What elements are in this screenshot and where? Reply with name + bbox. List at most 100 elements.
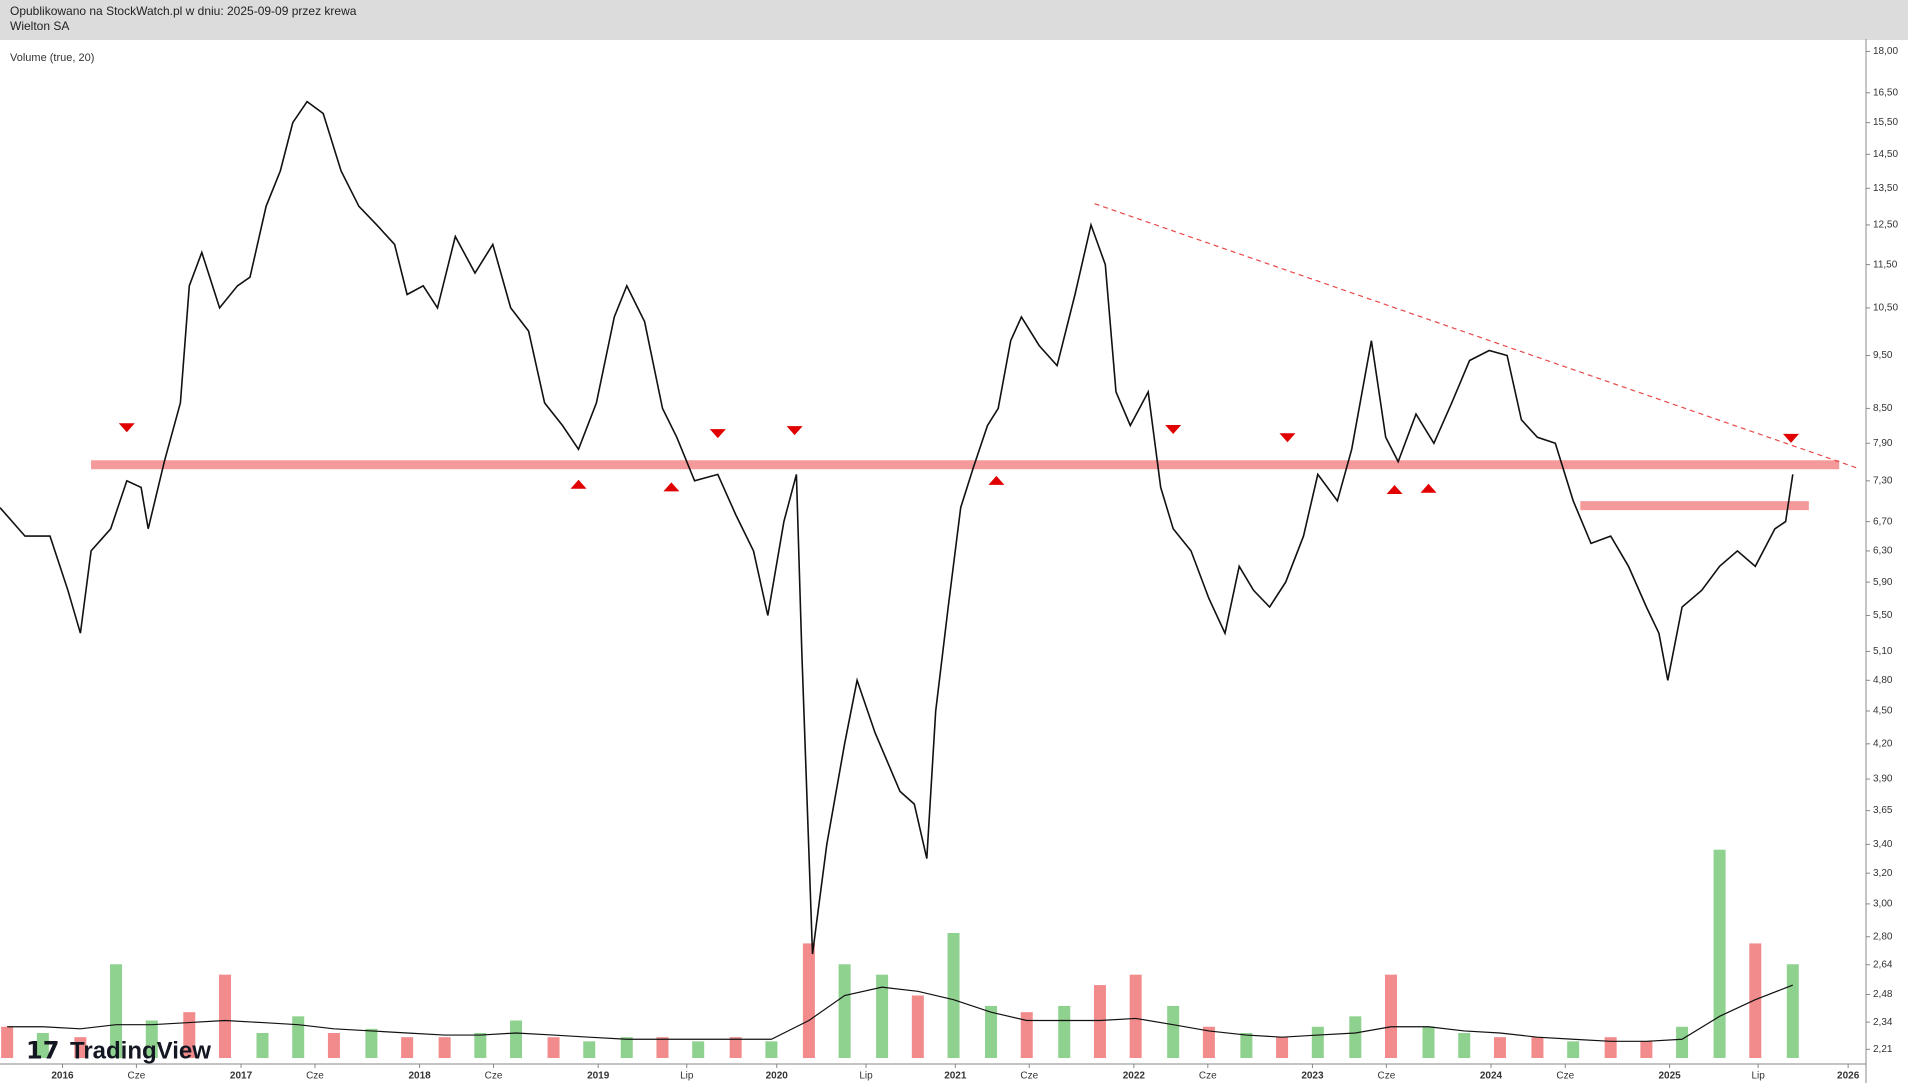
- y-tick-label: 10,50: [1873, 303, 1898, 314]
- x-tick-label: 2025: [1658, 1071, 1681, 1082]
- y-tick-label: 4,80: [1873, 675, 1893, 686]
- volume-bar: [1493, 1037, 1506, 1058]
- marker-down: [118, 423, 135, 433]
- y-tick-label: 3,65: [1873, 805, 1893, 816]
- volume-bar: [327, 1033, 340, 1058]
- volume-bar: [583, 1041, 596, 1058]
- y-tick-label: 4,20: [1873, 738, 1893, 749]
- marker-up: [1420, 483, 1437, 493]
- marker-up: [663, 482, 680, 492]
- volume-bar: [1458, 1033, 1471, 1058]
- y-tick-label: 9,50: [1873, 350, 1893, 361]
- x-tick-label: 2021: [944, 1071, 967, 1082]
- x-tick-label: 2026: [1837, 1071, 1860, 1082]
- volume-bar: [183, 1012, 196, 1058]
- marker-down: [1783, 433, 1800, 443]
- volume-bar: [1567, 1041, 1580, 1058]
- volume-bar: [438, 1037, 451, 1058]
- y-tick-label: 13,50: [1873, 183, 1898, 194]
- volume-bar: [1276, 1037, 1289, 1058]
- volume-bar: [1093, 985, 1106, 1058]
- volume-bar: [1167, 1005, 1180, 1058]
- x-tick-label: Cze: [306, 1071, 324, 1082]
- y-tick-label: 2,21: [1873, 1044, 1893, 1055]
- y-tick-label: 2,34: [1873, 1017, 1893, 1028]
- y-tick-label: 3,20: [1873, 868, 1893, 879]
- volume-bar: [1676, 1026, 1689, 1058]
- header: Opublikowano na StockWatch.pl w dniu: 20…: [0, 0, 1908, 40]
- y-tick-label: 4,50: [1873, 706, 1893, 717]
- marker-down: [1279, 433, 1296, 443]
- logo-mark: 𝟭𝟳: [26, 1037, 59, 1064]
- logo-text: TradingView: [70, 1037, 211, 1064]
- volume-bar: [620, 1037, 633, 1058]
- volume-bar: [110, 964, 123, 1058]
- y-tick-label: 18,00: [1873, 46, 1898, 57]
- volume-bar: [1058, 1005, 1071, 1058]
- volume-bar: [947, 933, 960, 1058]
- volume-bar: [401, 1037, 414, 1058]
- volume-bar: [474, 1033, 487, 1058]
- volume-bar: [1385, 974, 1398, 1058]
- y-tick-label: 5,10: [1873, 646, 1893, 657]
- volume-bar: [36, 1033, 49, 1058]
- volume-bar: [802, 943, 815, 1058]
- y-tick-label: 3,00: [1873, 899, 1893, 910]
- x-tick-label: Lip: [680, 1071, 694, 1082]
- volume-bar: [1202, 1026, 1215, 1058]
- volume-bar: [256, 1033, 269, 1058]
- marker-down: [786, 426, 803, 436]
- volume-bar: [1240, 1033, 1253, 1058]
- volume-label: Volume (true, 20): [10, 52, 94, 64]
- marker-up: [1386, 485, 1403, 495]
- y-tick-label: 3,90: [1873, 774, 1893, 785]
- logo: 𝟭𝟳 TradingView: [26, 1037, 211, 1064]
- volume-bar: [1604, 1037, 1617, 1058]
- volume-bar: [510, 1020, 523, 1058]
- marker-up: [988, 475, 1005, 485]
- y-tick-label: 3,40: [1873, 839, 1893, 850]
- y-tick-label: 14,50: [1873, 149, 1898, 160]
- x-tick-label: Lip: [1751, 1071, 1765, 1082]
- x-tick-label: 2020: [766, 1071, 789, 1082]
- y-tick-label: 7,30: [1873, 475, 1893, 486]
- y-tick-label: 5,90: [1873, 577, 1893, 588]
- volume-bar: [1422, 1026, 1435, 1058]
- trend-line: [1094, 203, 1858, 469]
- y-tick-label: 12,50: [1873, 220, 1898, 231]
- x-tick-label: Cze: [485, 1071, 503, 1082]
- marker-down: [1165, 425, 1182, 435]
- volume-bar: [765, 1041, 778, 1058]
- volume-bar: [1129, 974, 1142, 1058]
- y-tick-label: 7,90: [1873, 438, 1893, 449]
- volume-bar: [145, 1020, 158, 1058]
- y-tick-label: 11,50: [1873, 259, 1898, 270]
- x-tick-label: 2023: [1301, 1071, 1324, 1082]
- y-tick-label: 16,50: [1873, 87, 1898, 98]
- volume-bar: [1640, 1041, 1653, 1058]
- volume-bar: [729, 1037, 742, 1058]
- x-tick-label: Cze: [1377, 1071, 1395, 1082]
- y-tick-label: 6,70: [1873, 516, 1893, 527]
- volume-bar: [1531, 1037, 1544, 1058]
- volume-bar: [218, 974, 231, 1058]
- x-tick-label: 2019: [587, 1071, 610, 1082]
- volume-bar: [547, 1037, 560, 1058]
- volume-bar: [1, 1026, 14, 1058]
- y-tick-label: 6,30: [1873, 546, 1893, 557]
- volume-bar: [1349, 1016, 1362, 1058]
- x-tick-label: Cze: [128, 1071, 146, 1082]
- volume-bar: [911, 995, 924, 1058]
- x-tick-label: Cze: [1199, 1071, 1217, 1082]
- x-tick-label: Cze: [1020, 1071, 1038, 1082]
- x-tick-label: 2016: [51, 1071, 74, 1082]
- x-tick-label: 2017: [230, 1071, 253, 1082]
- volume-bar: [365, 1028, 378, 1058]
- x-tick-label: 2018: [409, 1071, 432, 1082]
- marker-up: [570, 479, 587, 489]
- volume-bar: [656, 1037, 669, 1058]
- volume-bar: [876, 974, 889, 1058]
- volume-bar: [985, 1005, 998, 1058]
- volume-bar: [1749, 943, 1762, 1058]
